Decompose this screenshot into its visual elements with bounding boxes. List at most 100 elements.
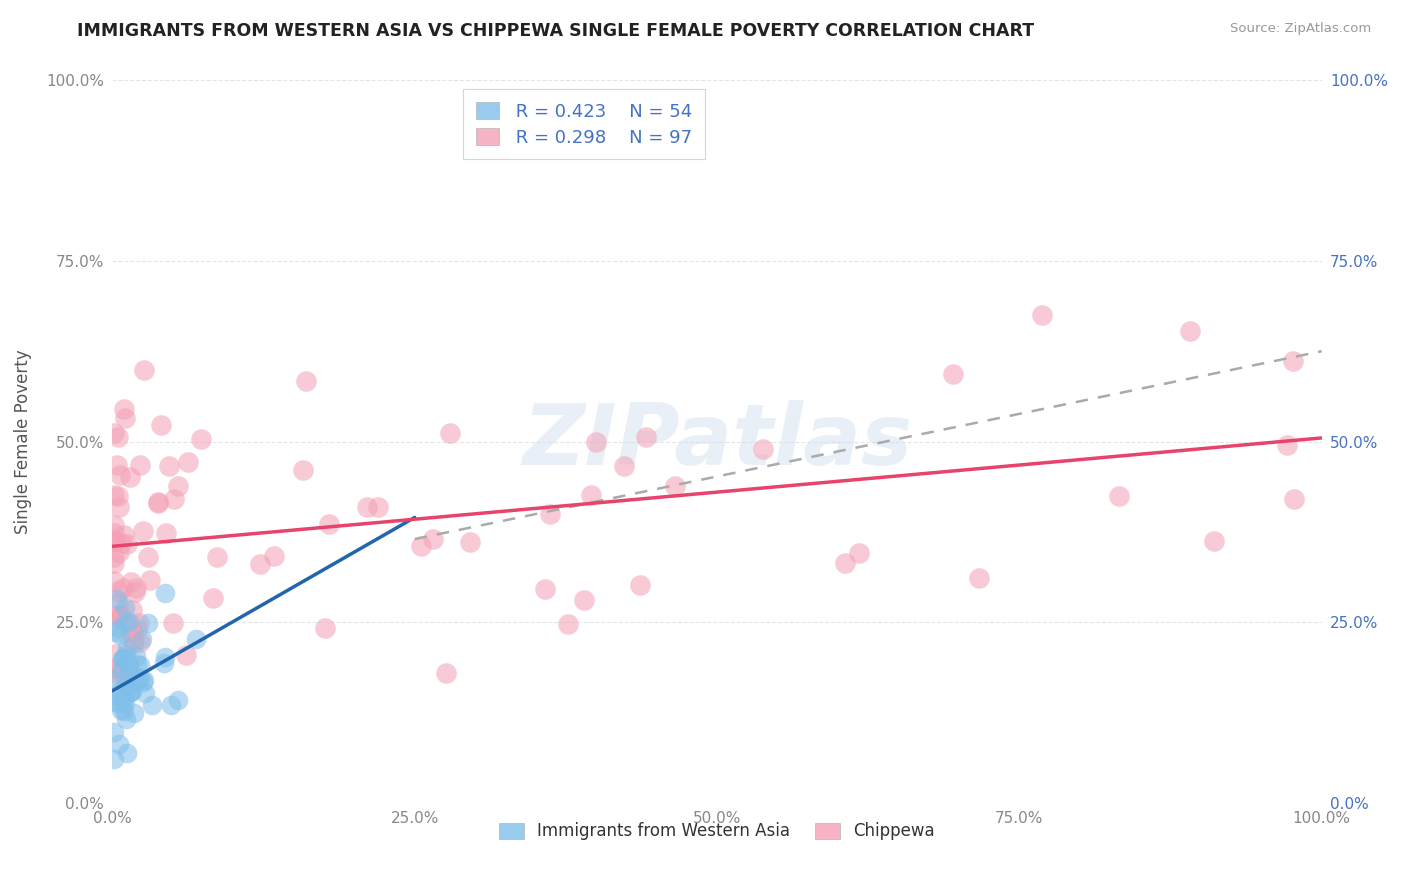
Point [103,752,125,766]
Point [118,663,141,677]
Point [557,617,579,632]
Point [107,696,129,710]
Text: ZIPatlas: ZIPatlas [522,400,912,483]
Point [103,426,125,441]
Point [120,685,142,699]
Point [356,500,378,515]
Point [409,539,432,553]
Point [108,683,131,698]
Point [125,657,148,671]
Point [664,479,686,493]
Point [120,574,142,589]
Point [153,657,176,671]
Point [579,487,602,501]
Text: Source: ZipAtlas.com: Source: ZipAtlas.com [1230,22,1371,36]
Point [103,665,125,680]
Point [115,676,138,690]
Point [263,549,285,564]
Point [314,621,336,635]
Point [103,556,125,570]
Point [174,648,197,662]
Point [125,648,148,663]
Point [585,435,607,450]
Point [107,584,129,599]
Point [110,467,132,482]
Point [112,581,135,595]
Y-axis label: Single Female Poverty: Single Female Poverty [14,350,32,533]
Point [121,603,143,617]
Point [117,615,139,629]
Point [118,664,141,678]
Point [118,470,141,484]
Point [108,610,131,624]
Point [184,632,207,647]
Legend: Immigrants from Western Asia, Chippewa: Immigrants from Western Asia, Chippewa [491,814,943,848]
Point [107,596,129,610]
Point [122,633,145,648]
Point [202,591,225,605]
Point [574,593,596,607]
Point [112,690,135,705]
Point [129,671,152,685]
Point [128,615,150,630]
Point [294,374,316,388]
Point [249,557,271,571]
Point [967,571,990,585]
Point [103,574,125,589]
Point [129,658,152,673]
Point [120,626,142,640]
Point [103,488,125,502]
Point [112,528,135,542]
Point [105,591,128,606]
Point [115,537,138,551]
Point [141,698,163,712]
Point [367,500,389,515]
Point [136,550,159,565]
Point [107,621,129,635]
Point [115,647,138,661]
Point [107,689,129,703]
Point [628,578,651,592]
Point [153,649,176,664]
Point [128,458,150,472]
Point [128,635,150,649]
Point [108,628,131,642]
Point [1202,533,1225,548]
Point [291,463,314,477]
Point [107,430,129,444]
Point [613,458,636,473]
Point [112,402,135,417]
Point [107,489,129,503]
Point [103,533,125,548]
Point [103,672,125,686]
Text: IMMIGRANTS FROM WESTERN ASIA VS CHIPPEWA SINGLE FEMALE POVERTY CORRELATION CHART: IMMIGRANTS FROM WESTERN ASIA VS CHIPPEWA… [77,22,1035,40]
Point [111,662,134,676]
Point [139,574,162,588]
Point [166,478,188,492]
Point [112,704,135,718]
Point [533,582,555,596]
Point [108,545,131,559]
Point [941,367,963,381]
Point [103,526,125,541]
Point [848,546,870,560]
Point [177,455,200,469]
Point [1282,492,1305,507]
Point [105,660,128,674]
Point [103,535,125,549]
Point [150,417,173,432]
Point [132,362,155,376]
Point [104,647,127,661]
Point [1108,489,1130,503]
Point [117,659,139,673]
Point [159,698,181,712]
Point [114,712,136,726]
Point [163,492,186,507]
Point [111,692,134,706]
Point [117,681,139,695]
Point [127,673,149,688]
Point [110,702,132,716]
Point [1178,324,1201,338]
Point [134,686,156,700]
Point [114,696,136,710]
